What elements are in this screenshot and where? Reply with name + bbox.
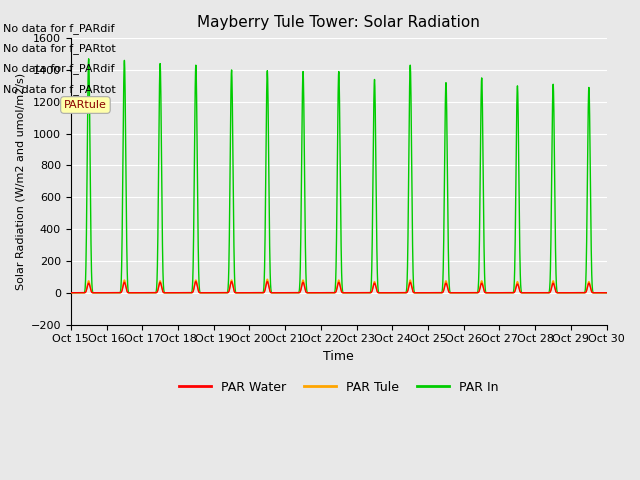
PAR Water [319, 290, 326, 296]
PAR Tule [429, 290, 437, 296]
PAR In [319, 290, 326, 296]
PAR In [489, 290, 497, 296]
PAR Tule [67, 290, 75, 296]
PAR Tule [264, 276, 271, 282]
PAR Water [603, 290, 611, 296]
Y-axis label: Solar Radiation (W/m2 and umol/m2/s): Solar Radiation (W/m2 and umol/m2/s) [15, 73, 25, 290]
PAR In [602, 290, 610, 296]
PAR In [85, 56, 93, 61]
PAR Water [163, 290, 171, 296]
PAR Water [489, 290, 497, 296]
X-axis label: Time: Time [323, 350, 354, 363]
Line: PAR Tule: PAR Tule [71, 279, 607, 293]
PAR Water [192, 279, 200, 285]
PAR Tule [319, 290, 326, 296]
PAR Tule [603, 290, 611, 296]
PAR In [603, 290, 611, 296]
PAR Tule [602, 290, 610, 296]
Text: No data for f_PARtot: No data for f_PARtot [3, 43, 116, 54]
Text: No data for f_PARdif: No data for f_PARdif [3, 63, 115, 74]
PAR Tule [489, 290, 497, 296]
Title: Mayberry Tule Tower: Solar Radiation: Mayberry Tule Tower: Solar Radiation [197, 15, 480, 30]
PAR Water [602, 290, 610, 296]
PAR In [163, 290, 171, 296]
Text: No data for f_PARtot: No data for f_PARtot [3, 84, 116, 95]
PAR In [67, 290, 75, 296]
PAR Water [459, 290, 467, 296]
PAR Tule [163, 290, 171, 296]
Text: PARtule: PARtule [64, 100, 107, 110]
Line: PAR Water: PAR Water [71, 282, 607, 293]
PAR In [459, 290, 467, 296]
Legend: PAR Water, PAR Tule, PAR In: PAR Water, PAR Tule, PAR In [174, 375, 503, 398]
Text: No data for f_PARdif: No data for f_PARdif [3, 23, 115, 34]
Line: PAR In: PAR In [71, 59, 607, 293]
PAR Tule [459, 290, 467, 296]
PAR In [429, 290, 437, 296]
PAR Water [67, 290, 75, 296]
PAR Water [429, 290, 437, 296]
